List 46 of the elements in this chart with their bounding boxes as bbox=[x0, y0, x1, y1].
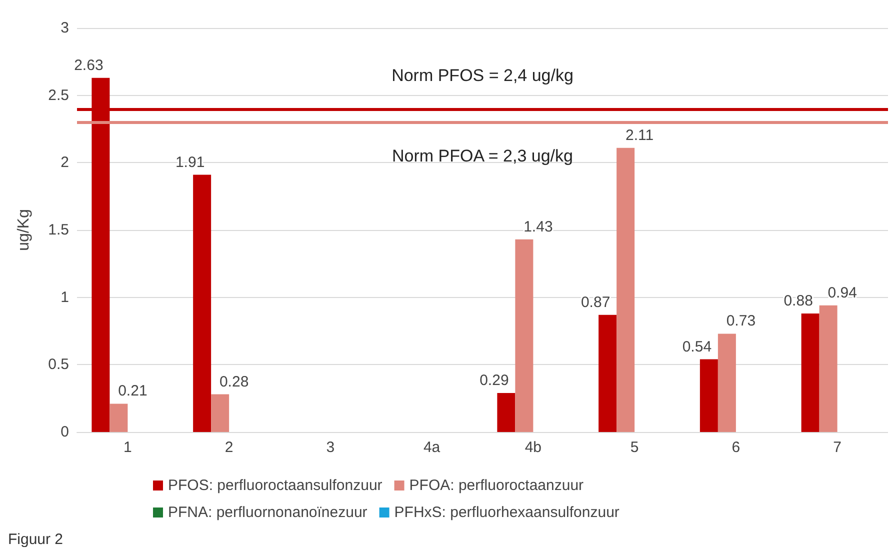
data-label: 0.87 bbox=[580, 294, 610, 311]
legend-label: PFNA: perfluornonanoïnezuur bbox=[168, 504, 368, 521]
x-tick-label: 4a bbox=[423, 439, 441, 456]
x-tick-label: 3 bbox=[326, 439, 335, 456]
y-tick-label: 3 bbox=[60, 20, 69, 36]
y-tick-label: 1 bbox=[60, 288, 69, 306]
data-label: 0.54 bbox=[682, 338, 712, 356]
data-label: 1.43 bbox=[524, 218, 553, 236]
bar bbox=[616, 148, 635, 432]
y-tick-label: 2 bbox=[60, 154, 69, 172]
y-tick-label: 0 bbox=[60, 424, 69, 440]
ref-line-label: Norm PFOA = 2,3 ug/kg bbox=[392, 146, 573, 166]
data-label: 0.88 bbox=[784, 292, 813, 310]
data-label: 0.29 bbox=[480, 372, 509, 389]
bar bbox=[598, 314, 617, 432]
bar bbox=[819, 305, 838, 432]
y-tick-label: 0.5 bbox=[48, 356, 69, 374]
x-tick-label: 6 bbox=[732, 439, 740, 456]
data-label: 0.21 bbox=[118, 382, 148, 400]
data-label: 2.63 bbox=[74, 56, 104, 74]
bar bbox=[193, 174, 212, 432]
legend-label: PFHxS: perfluorhexaansulfonzuur bbox=[394, 504, 620, 521]
data-label: 2.11 bbox=[626, 126, 654, 144]
x-tick-label: 5 bbox=[630, 439, 639, 456]
bar bbox=[211, 394, 230, 432]
bar bbox=[497, 392, 516, 432]
data-label: 1.91 bbox=[175, 154, 205, 171]
ref-line-label: Norm PFOS = 2,4 ug/kg bbox=[392, 66, 574, 85]
data-label: 0.28 bbox=[219, 373, 249, 390]
data-label: 0.94 bbox=[828, 284, 857, 302]
text: Figuur 2 bbox=[8, 531, 64, 548]
bar bbox=[110, 404, 128, 432]
y-tick-label: 2.5 bbox=[48, 86, 69, 104]
x-tick-label: 1 bbox=[124, 439, 132, 456]
legend-label: PFOS: perfluoroctaansulfonzuur bbox=[168, 477, 382, 494]
bar bbox=[801, 313, 820, 432]
legend-label: PFOA: perfluoroctaanzuur bbox=[409, 477, 584, 494]
bar bbox=[718, 334, 736, 432]
y-tick-label: 1.5 bbox=[48, 222, 69, 238]
y-axis-title: ug/Kg bbox=[16, 209, 32, 251]
x-tick-label: 4b bbox=[524, 439, 542, 456]
x-tick-label: 2 bbox=[224, 439, 234, 456]
bar bbox=[515, 239, 534, 432]
data-label: 0.73 bbox=[726, 312, 756, 330]
bar bbox=[700, 359, 718, 432]
x-tick-label: 7 bbox=[833, 439, 842, 456]
